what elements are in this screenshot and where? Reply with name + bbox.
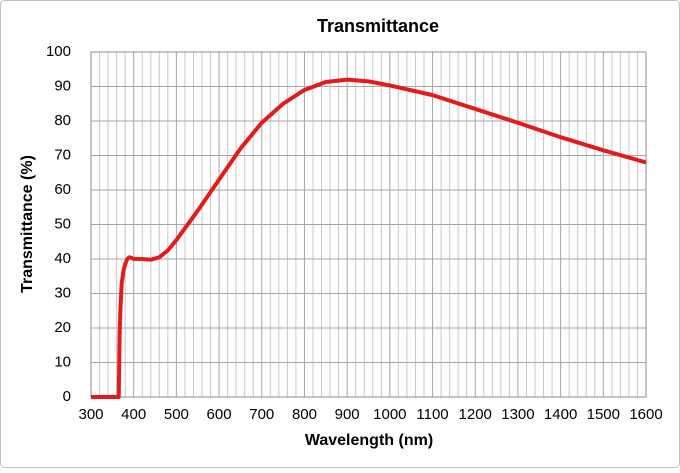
x-tick-label: 1400 xyxy=(544,406,577,423)
y-tick-label: 90 xyxy=(54,77,71,94)
x-tick-label: 1200 xyxy=(459,406,492,423)
chart-title: Transmittance xyxy=(317,16,439,36)
y-tick-label: 60 xyxy=(54,181,71,198)
x-tick-label: 700 xyxy=(249,406,274,423)
x-tick-label: 1300 xyxy=(501,406,534,423)
x-tick-label: 400 xyxy=(121,406,146,423)
y-tick-label: 0 xyxy=(63,388,71,405)
x-tick-label: 1600 xyxy=(629,406,662,423)
y-tick-label: 80 xyxy=(54,112,71,129)
x-tick-label: 300 xyxy=(78,406,103,423)
y-tick-label: 50 xyxy=(54,215,71,232)
x-tick-label: 600 xyxy=(207,406,232,423)
x-tick-label: 1000 xyxy=(373,406,406,423)
y-tick-label: 30 xyxy=(54,284,71,301)
plot-frame xyxy=(90,51,647,398)
data-line xyxy=(91,77,647,399)
x-tick-label: 500 xyxy=(164,406,189,423)
x-tick-label: 800 xyxy=(292,406,317,423)
y-tick-label: 10 xyxy=(54,353,71,370)
y-tick-label: 40 xyxy=(54,250,71,267)
x-tick-label: 1500 xyxy=(587,406,620,423)
y-axis-title: Transmittance (%) xyxy=(19,155,36,293)
y-tick-label: 20 xyxy=(54,319,71,336)
y-tick-label: 100 xyxy=(46,43,71,60)
x-tick-label: 900 xyxy=(335,406,360,423)
x-axis-title: Wavelength (nm) xyxy=(305,432,433,449)
x-tick-label: 1100 xyxy=(416,406,448,423)
y-tick-label: 70 xyxy=(54,146,71,163)
